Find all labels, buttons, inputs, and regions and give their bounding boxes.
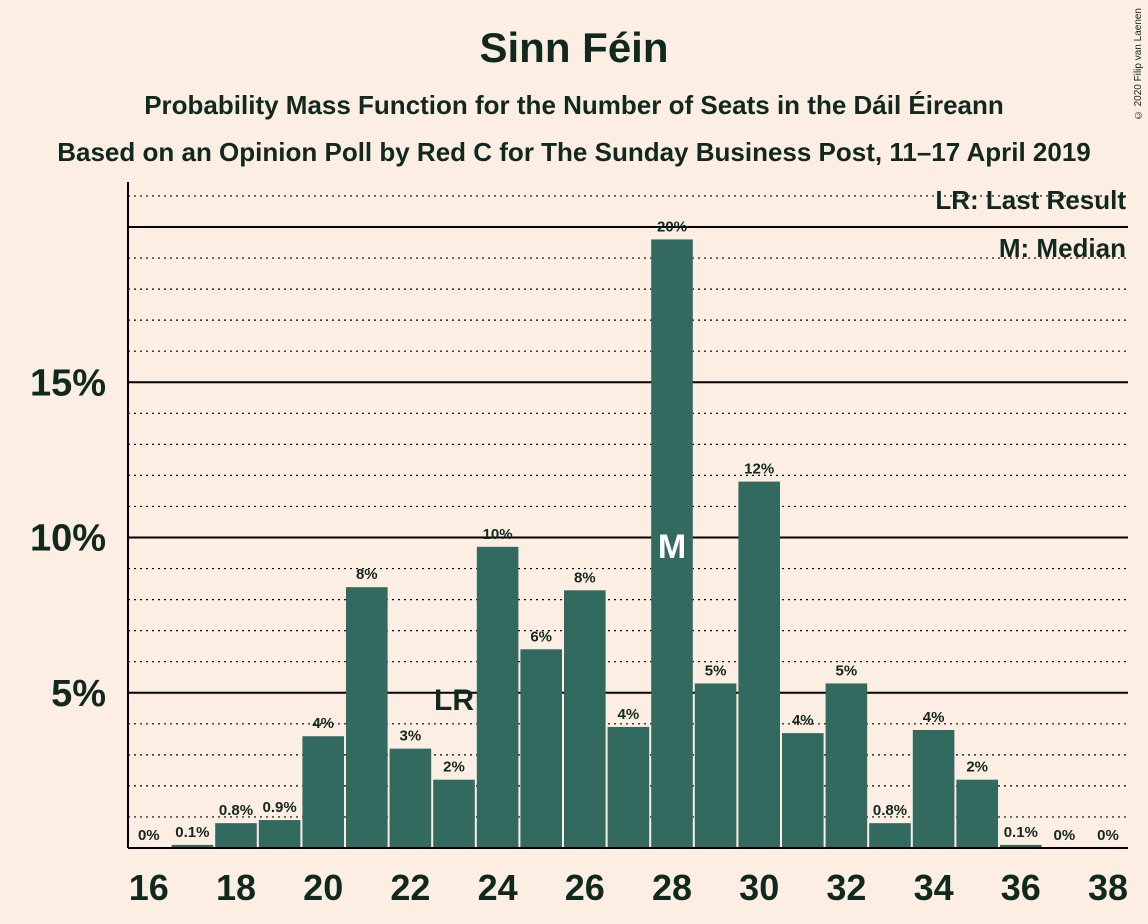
bar-seat-19	[258, 820, 301, 848]
bar-seat-24	[476, 546, 519, 848]
chart-subtitle: Probability Mass Function for the Number…	[144, 90, 1004, 120]
bar-value-label: 10%	[483, 526, 513, 543]
y-tick-label: 10%	[30, 518, 106, 560]
bar-value-label: 0.8%	[873, 802, 907, 819]
bar-value-label: 2%	[966, 759, 988, 776]
x-tick-label: 24	[478, 867, 518, 908]
median-marker: M	[658, 528, 686, 566]
bar-seat-27	[607, 726, 650, 848]
bar-value-label: 8%	[574, 569, 596, 586]
chart-source-subtitle: Based on an Opinion Poll by Red C for Th…	[57, 137, 1091, 167]
bar-seat-36	[1000, 844, 1042, 848]
x-tick-label: 32	[826, 867, 866, 908]
bar-seat-29	[694, 683, 737, 848]
bar-value-label: 2%	[443, 759, 465, 776]
bar-seat-34	[912, 730, 955, 848]
x-tick-label: 28	[652, 867, 692, 908]
bar-seat-33	[869, 823, 911, 848]
bar-seat-25	[520, 649, 562, 848]
bar-seat-35	[956, 779, 998, 848]
bar-value-label: 4%	[312, 715, 334, 732]
bar-value-label: 5%	[836, 662, 858, 679]
bar-value-label: 12%	[744, 461, 774, 478]
x-tick-label: 22	[390, 867, 430, 908]
x-tick-label: 18	[216, 867, 256, 908]
bar-value-label: 0.9%	[262, 799, 296, 816]
y-tick-label: 5%	[51, 673, 106, 715]
bar-value-label: 0%	[1054, 827, 1076, 844]
x-tick-label: 34	[914, 867, 954, 908]
bar-value-label: 0.1%	[1004, 824, 1038, 841]
x-tick-label: 26	[565, 867, 605, 908]
bar-seat-26	[564, 590, 606, 848]
y-tick-label: 15%	[30, 362, 106, 404]
bar-seat-30	[738, 481, 780, 848]
bar-seat-17	[171, 844, 214, 848]
bar-value-label: 0.8%	[219, 802, 253, 819]
x-tick-label: 20	[303, 867, 343, 908]
bar-value-label: 4%	[618, 706, 640, 723]
bar-seat-20	[302, 736, 344, 848]
x-tick-label: 36	[1001, 867, 1041, 908]
bar-value-label: 5%	[705, 662, 727, 679]
bar-seat-28	[651, 239, 693, 849]
last-result-marker: LR	[434, 684, 474, 717]
bar-value-label: 20%	[657, 218, 687, 235]
x-tick-label: 30	[739, 867, 779, 908]
bar-value-label: 4%	[923, 709, 945, 726]
bar-seat-18	[215, 823, 257, 848]
bar-seat-23	[433, 779, 475, 848]
bar-seat-22	[389, 748, 432, 848]
bar-seat-32	[825, 683, 868, 848]
bar-value-label: 6%	[530, 628, 552, 645]
x-tick-label: 16	[129, 867, 169, 908]
bar-value-label: 4%	[792, 712, 814, 729]
chart-title: Sinn Féin	[479, 24, 669, 71]
bar-value-label: 0.1%	[175, 824, 209, 841]
bar-value-label: 8%	[356, 566, 378, 583]
bar-value-label: 3%	[400, 728, 422, 745]
bar-seat-31	[782, 733, 824, 848]
legend-median: M: Median	[999, 233, 1126, 263]
x-tick-label: 38	[1088, 867, 1128, 908]
bar-seat-21	[346, 587, 388, 848]
legend-last-result: LR: Last Result	[935, 185, 1126, 215]
bar-value-label: 0%	[138, 827, 160, 844]
bar-value-label: 0%	[1097, 827, 1119, 844]
